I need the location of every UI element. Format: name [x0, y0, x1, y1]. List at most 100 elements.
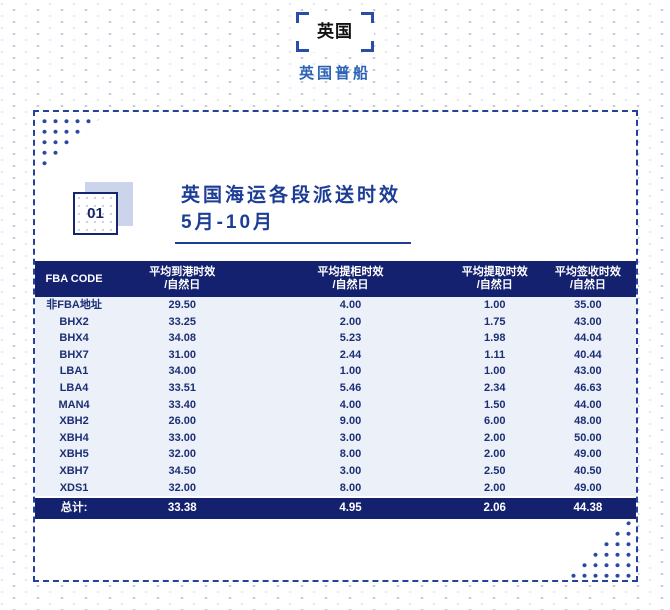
value-cell: 44.00	[539, 396, 636, 414]
total-value-cell: 33.38	[113, 496, 252, 520]
column-header: 平均提柜时效/自然日	[251, 261, 450, 297]
value-cell: 50.00	[539, 429, 636, 447]
value-cell: 1.00	[251, 363, 450, 380]
total-label-cell: 总计:	[35, 496, 114, 520]
page-header: 英国 英国普船	[0, 12, 670, 83]
value-cell: 49.00	[539, 479, 636, 498]
value-cell: 43.00	[539, 313, 636, 331]
bracket-corner-icon	[296, 41, 309, 52]
column-header-line1: 平均到港时效	[149, 266, 216, 278]
value-cell: 4.00	[251, 396, 450, 414]
content-panel: 01 英国海运各段派送时效 5月-10月 FBA CODE 平均到港时效/自然日平…	[33, 110, 638, 582]
value-cell: 1.75	[449, 313, 540, 331]
value-cell: 34.00	[113, 363, 252, 380]
value-cell: 40.50	[539, 462, 636, 480]
value-cell: 32.00	[113, 479, 252, 498]
table-header: FBA CODE 平均到港时效/自然日 平均提柜时效/自然日 平均提取时效/自然日 平均…	[35, 261, 636, 297]
value-cell: 46.63	[539, 379, 636, 397]
value-cell: 33.00	[113, 429, 252, 447]
value-cell: 33.40	[113, 396, 252, 414]
fba-code-cell: XBH2	[35, 413, 114, 430]
column-header: FBA CODE	[35, 261, 114, 297]
fba-code-cell: 非FBA地址	[35, 297, 114, 314]
column-header: 平均到港时效/自然日	[113, 261, 252, 297]
country-label: 英国	[317, 22, 353, 41]
fba-code-cell: XDS1	[35, 479, 114, 498]
column-header-line1: 平均提取时效	[461, 266, 528, 278]
value-cell: 1.50	[449, 396, 540, 414]
value-cell: 2.50	[449, 462, 540, 480]
table-row: LBA1 34.00 1.00 1.00 43.00	[35, 363, 636, 380]
total-value-cell: 2.06	[449, 496, 540, 520]
value-cell: 44.04	[539, 330, 636, 347]
table-row: MAN4 33.40 4.00 1.50 44.00	[35, 396, 636, 414]
delivery-time-table: FBA CODE 平均到港时效/自然日 平均提柜时效/自然日 平均提取时效/自然日 平均…	[35, 261, 636, 520]
triangle-dots-decoration	[36, 113, 106, 177]
table-row: LBA4 33.51 5.46 2.34 46.63	[35, 379, 636, 397]
table-body: 非FBA地址 29.50 4.00 1.00 35.00 BHX2 33.25 2.00 1.7…	[35, 297, 636, 498]
value-cell: 31.00	[113, 346, 252, 364]
value-cell: 1.00	[449, 297, 540, 314]
value-cell: 4.00	[251, 297, 450, 314]
fba-code-cell: XBH5	[35, 446, 114, 463]
value-cell: 1.98	[449, 330, 540, 347]
value-cell: 33.51	[113, 379, 252, 397]
column-header: 平均提取时效/自然日	[449, 261, 540, 297]
country-bracket-frame: 英国	[296, 12, 374, 52]
fba-code-cell: LBA4	[35, 379, 114, 397]
fba-code-cell: MAN4	[35, 396, 114, 414]
column-header-line2: /自然日	[569, 279, 606, 291]
value-cell: 3.00	[251, 429, 450, 447]
value-cell: 2.00	[449, 479, 540, 498]
value-cell: 49.00	[539, 446, 636, 463]
value-cell: 2.34	[449, 379, 540, 397]
fba-code-cell: LBA1	[35, 363, 114, 380]
value-cell: 3.00	[251, 462, 450, 480]
column-header-line2: /自然日	[332, 279, 369, 291]
table-row: BHX7 31.00 2.44 1.11 40.44	[35, 346, 636, 364]
fba-code-cell: XBH7	[35, 462, 114, 480]
value-cell: 40.44	[539, 346, 636, 364]
column-header-line1: FBA CODE	[45, 272, 103, 285]
value-cell: 34.08	[113, 330, 252, 347]
table-row: XBH5 32.00 8.00 2.00 49.00	[35, 446, 636, 463]
column-header-line1: 平均提柜时效	[317, 266, 384, 278]
value-cell: 5.23	[251, 330, 450, 347]
value-cell: 9.00	[251, 413, 450, 430]
fba-code-cell: BHX4	[35, 330, 114, 347]
table-row: BHX2 33.25 2.00 1.75 43.00	[35, 313, 636, 331]
table-row: XBH2 26.00 9.00 6.00 48.00	[35, 413, 636, 430]
total-value-cell: 44.38	[539, 496, 636, 520]
column-header: 平均签收时效/自然日	[539, 261, 636, 297]
value-cell: 6.00	[449, 413, 540, 430]
table-row: BHX4 34.08 5.23 1.98 44.04	[35, 330, 636, 347]
fba-code-cell: BHX7	[35, 346, 114, 364]
value-cell: 5.46	[251, 379, 450, 397]
value-cell: 8.00	[251, 446, 450, 463]
total-value-cell: 4.95	[251, 496, 450, 520]
value-cell: 33.25	[113, 313, 252, 331]
section-number: 01	[87, 205, 104, 222]
section-number-badge: 01	[73, 182, 133, 238]
table-row: XDS1 32.00 8.00 2.00 49.00	[35, 479, 636, 498]
value-cell: 34.50	[113, 462, 252, 480]
value-cell: 1.00	[449, 363, 540, 380]
bracket-corner-icon	[361, 41, 374, 52]
value-cell: 32.00	[113, 446, 252, 463]
section-title-line2: 5月-10月	[181, 212, 276, 233]
column-header-line1: 平均签收时效	[554, 266, 621, 278]
table-row: XBH4 33.00 3.00 2.00 50.00	[35, 429, 636, 447]
value-cell: 48.00	[539, 413, 636, 430]
column-header-line2: /自然日	[476, 279, 513, 291]
section-title: 英国海运各段派送时效 5月-10月	[175, 182, 412, 244]
column-header-line2: /自然日	[164, 279, 201, 291]
table-row: 非FBA地址 29.50 4.00 1.00 35.00	[35, 297, 636, 314]
page-subtitle: 英国普船	[298, 65, 371, 82]
value-cell: 2.00	[251, 313, 450, 331]
triangle-dots-decoration	[565, 515, 635, 579]
value-cell: 43.00	[539, 363, 636, 380]
section-title-row: 01 英国海运各段派送时效 5月-10月	[73, 182, 636, 244]
value-cell: 2.00	[449, 429, 540, 447]
fba-code-cell: BHX2	[35, 313, 114, 331]
